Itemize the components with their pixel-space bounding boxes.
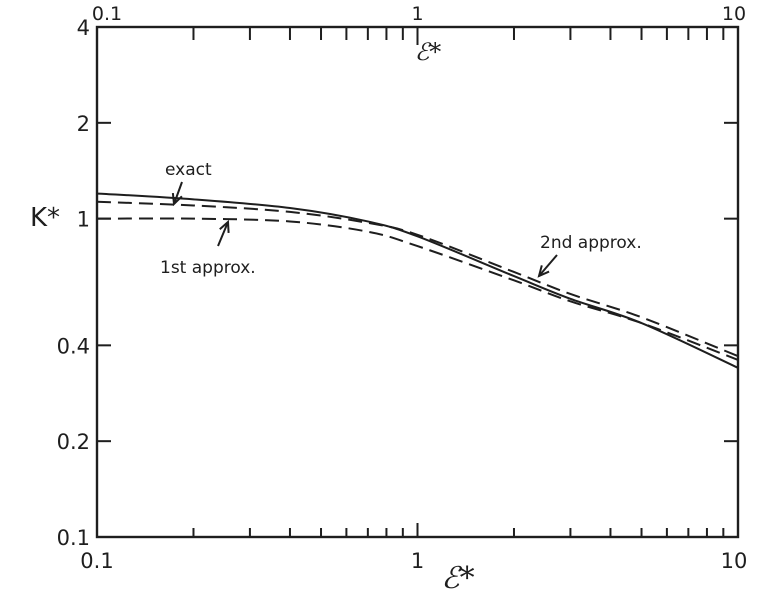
top-x-axis-title: ℰ* (415, 38, 442, 66)
y-tick-label: 0.4 (57, 334, 90, 358)
y-tick-label: 0.1 (57, 526, 90, 550)
annotation-2nd-approx: 2nd approx. (540, 233, 642, 253)
arrow-1st-approx (217, 221, 229, 247)
tick-labels: 0.1 1 10 0.1 1 10 0.1 0.2 0.4 1 2 4 (57, 3, 748, 573)
x-tick-label: 1 (411, 549, 424, 573)
x-tick-label: 10 (721, 549, 748, 573)
top-x-tick-label: 1 (411, 3, 423, 25)
y-axis-title: K* (30, 203, 60, 233)
series-line-1st-approx (96, 217, 739, 361)
annotation-arrows (171, 181, 558, 278)
arrow-1st-approx-head (219, 219, 230, 234)
y-tick-label: 2 (77, 112, 90, 136)
arrow-2nd-approx-head (537, 265, 550, 278)
series-lines (96, 192, 739, 369)
x-axis-title: ℰ* (441, 561, 474, 596)
top-x-tick-label: 0.1 (92, 3, 122, 25)
series-line-2nd-approx (96, 200, 739, 358)
y-tick-label: 4 (77, 16, 90, 40)
annotation-exact: exact (165, 160, 212, 180)
arrow-2nd-approx (538, 254, 558, 277)
y-tick-label: 1 (77, 208, 90, 232)
plot-frame (95, 25, 740, 539)
arrow-exact-head (171, 192, 183, 207)
top-x-tick-label: 10 (722, 3, 746, 25)
axis-ticks (96, 26, 738, 538)
y-tick-label: 0.2 (57, 430, 90, 454)
annotation-1st-approx: 1st approx. (160, 258, 256, 278)
arrow-exact (173, 181, 183, 205)
x-tick-label: 0.1 (80, 549, 113, 573)
